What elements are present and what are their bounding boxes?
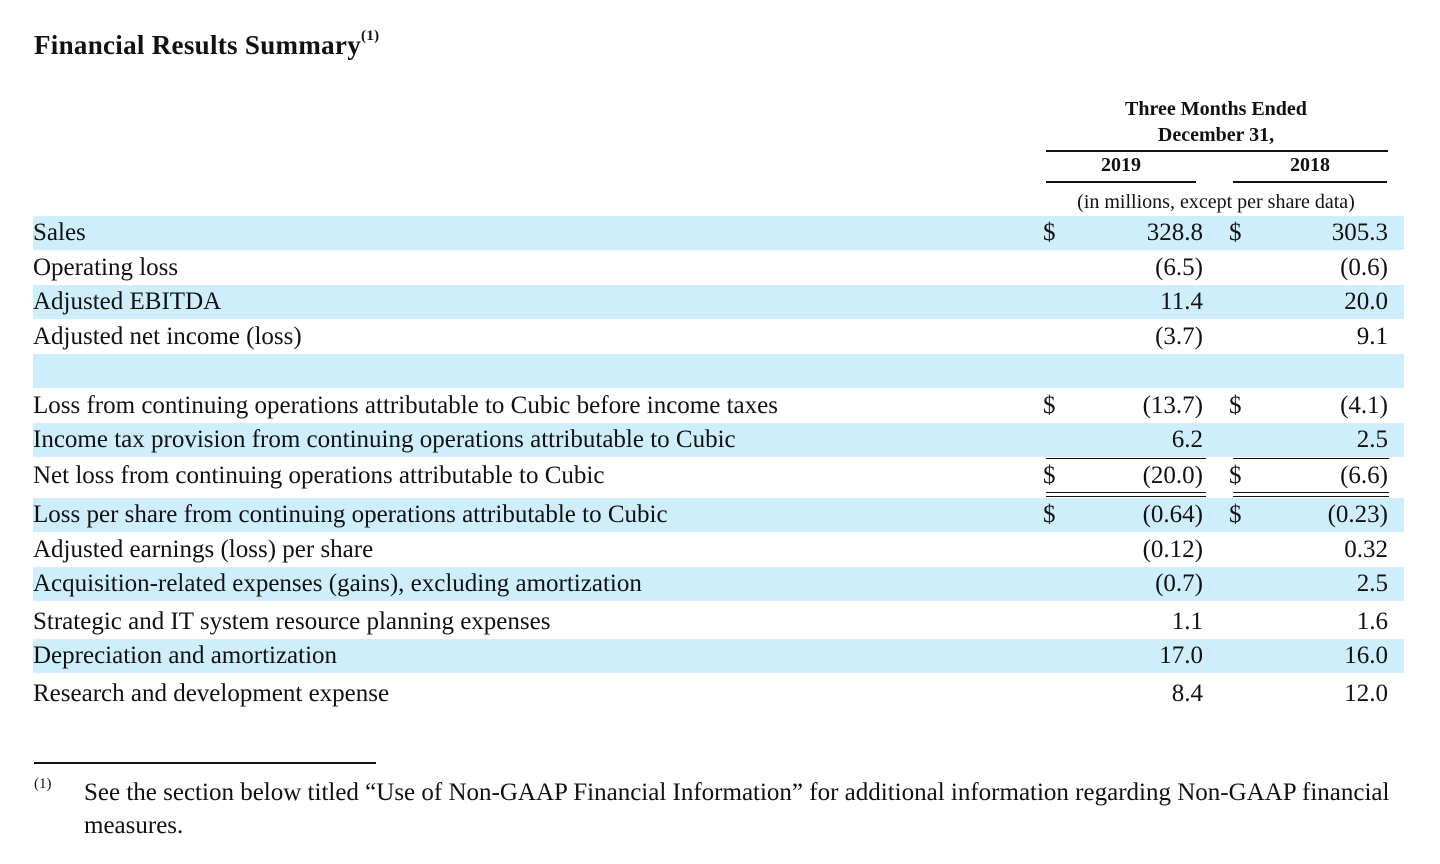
currency-2019: $	[1043, 501, 1056, 528]
value-2019: (6.5)	[1155, 254, 1203, 281]
value-2018: 9.1	[1356, 323, 1388, 350]
value-2018: 16.0	[1344, 642, 1388, 669]
value-2019: (3.7)	[1155, 323, 1203, 350]
table-row: Adjusted EBITDA 11.4 20.0	[33, 285, 1404, 319]
row-label: Adjusted EBITDA	[33, 288, 222, 315]
table-row: Adjusted earnings (loss) per share (0.12…	[33, 533, 1404, 567]
row-label: Depreciation and amortization	[33, 642, 338, 669]
value-2019: 1.1	[1171, 608, 1203, 635]
row-label: Acquisition-related expenses (gains), ex…	[33, 570, 642, 597]
table-row: Net loss from continuing operations attr…	[33, 459, 1404, 493]
table-row: Strategic and IT system resource plannin…	[33, 605, 1404, 639]
page-title: Financial Results Summary(1)	[34, 28, 380, 61]
value-2019: (13.7)	[1142, 392, 1203, 419]
year-rule-2018	[1233, 181, 1387, 183]
title-footnote-ref: (1)	[361, 28, 380, 44]
table-row: Research and development expense 8.4 12.…	[33, 677, 1404, 711]
units-note: (in millions, except per share data)	[1077, 191, 1355, 213]
total-double-rule-2019	[1046, 492, 1206, 497]
value-2019: 17.0	[1159, 642, 1203, 669]
row-label: Income tax provision from continuing ope…	[33, 426, 736, 453]
table-row: Sales $ 328.8 $ 305.3	[33, 216, 1404, 250]
table-row: Loss from continuing operations attribut…	[33, 389, 1404, 423]
value-2018: 2.5	[1356, 570, 1388, 597]
currency-2018: $	[1229, 219, 1242, 246]
table-row: Depreciation and amortization 17.0 16.0	[33, 639, 1404, 673]
footnote-marker: (1)	[34, 776, 52, 792]
row-label: Adjusted net income (loss)	[33, 323, 302, 350]
footnote-divider	[34, 762, 376, 764]
value-2018: 20.0	[1344, 288, 1388, 315]
value-2018: 12.0	[1344, 680, 1388, 707]
table-row: Income tax provision from continuing ope…	[33, 423, 1404, 457]
total-double-rule-2018	[1233, 492, 1389, 497]
value-2018: 0.32	[1344, 536, 1388, 563]
value-2019: (0.12)	[1142, 536, 1203, 563]
currency-2018: $	[1229, 501, 1242, 528]
currency-2019: $	[1043, 219, 1056, 246]
footnote-text: See the section below titled “Use of Non…	[84, 779, 1390, 839]
table-row: Adjusted net income (loss) (3.7) 9.1	[33, 320, 1404, 354]
row-label: Sales	[33, 219, 86, 246]
year-rule-2019	[1046, 181, 1196, 183]
table-row: Acquisition-related expenses (gains), ex…	[33, 567, 1404, 601]
currency-2019: $	[1043, 392, 1056, 419]
value-2018: 2.5	[1356, 426, 1388, 453]
row-label: Strategic and IT system resource plannin…	[33, 608, 551, 635]
title-text: Financial Results Summary	[34, 30, 362, 60]
value-2019: 6.2	[1171, 426, 1203, 453]
currency-2018: $	[1229, 462, 1242, 489]
currency-2019: $	[1043, 462, 1056, 489]
value-2018: (6.6)	[1340, 462, 1388, 489]
spacer-row	[33, 354, 1404, 388]
currency-2018: $	[1229, 392, 1242, 419]
row-label: Loss from continuing operations attribut…	[33, 392, 778, 419]
value-2019: 8.4	[1171, 680, 1203, 707]
table-row: Operating loss (6.5) (0.6)	[33, 251, 1404, 285]
period-header-line2: December 31,	[1157, 124, 1275, 146]
row-label: Loss per share from continuing operation…	[33, 501, 668, 528]
subtotal-rule-2019	[1046, 458, 1206, 459]
value-2019: 328.8	[1146, 219, 1203, 246]
subtotal-rule-2018	[1233, 458, 1389, 459]
row-label: Net loss from continuing operations attr…	[33, 462, 605, 489]
row-label: Operating loss	[33, 254, 179, 281]
value-2018: 305.3	[1331, 219, 1388, 246]
period-header-rule	[1046, 150, 1388, 152]
row-label: Research and development expense	[33, 680, 390, 707]
value-2018: (0.23)	[1327, 501, 1388, 528]
value-2018: 1.6	[1356, 608, 1388, 635]
value-2019: (0.64)	[1142, 501, 1203, 528]
value-2019: (0.7)	[1155, 570, 1203, 597]
value-2019: 11.4	[1160, 288, 1203, 315]
table-row: Loss per share from continuing operation…	[33, 498, 1404, 532]
year-header-2019: 2019	[1101, 154, 1141, 176]
value-2018: (4.1)	[1340, 392, 1388, 419]
value-2018: (0.6)	[1340, 254, 1388, 281]
period-header-line1: Three Months Ended	[1125, 98, 1307, 120]
year-header-2018: 2018	[1290, 154, 1330, 176]
value-2019: (20.0)	[1142, 462, 1203, 489]
row-label: Adjusted earnings (loss) per share	[33, 536, 374, 563]
